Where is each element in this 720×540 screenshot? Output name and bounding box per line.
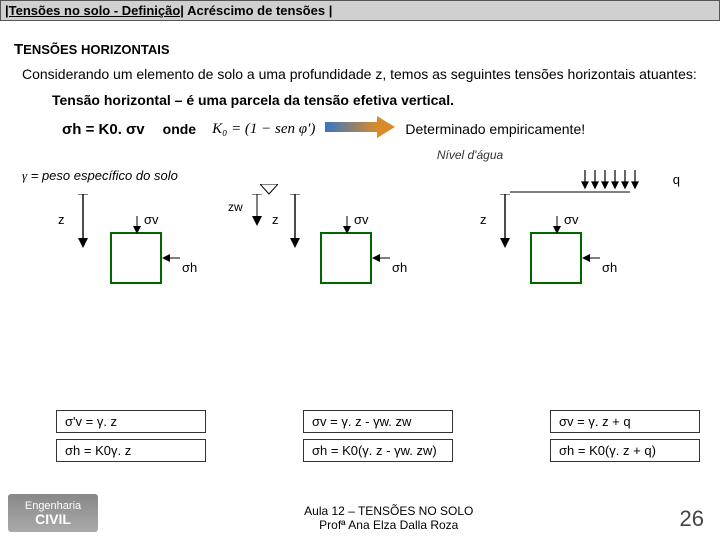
sv-label-1: σv bbox=[144, 212, 159, 227]
sv-arrow-1 bbox=[131, 216, 143, 234]
intro-text: Considerando um elemento de solo a uma p… bbox=[22, 66, 702, 82]
eq-c1r1: σ'v = γ. z bbox=[56, 410, 206, 433]
logo-text: Engenharia CIVIL bbox=[25, 501, 81, 526]
eq-col-2: σv = γ. z - γw. zw σh = K0(γ. z - γw. zw… bbox=[303, 410, 453, 462]
sh-label-2: σh bbox=[392, 260, 407, 275]
q-arrows-icon bbox=[580, 170, 660, 192]
zw-arrow bbox=[250, 194, 264, 226]
water-triangle-icon bbox=[260, 184, 278, 196]
eq-c3r1: σv = γ. z + q bbox=[550, 410, 700, 433]
section-title-rest: ENSÕES HORIZONTAIS bbox=[23, 42, 169, 57]
nivel-label: Nível d'água bbox=[220, 148, 720, 162]
q-label: q bbox=[673, 172, 680, 187]
sv-arrow-2 bbox=[341, 216, 353, 234]
footer: Engenharia CIVIL Aula 12 – TENSÕES NO SO… bbox=[0, 494, 720, 536]
sv-label-3: σv bbox=[564, 212, 579, 227]
section-title-cap: T bbox=[14, 41, 23, 58]
soil-box-3 bbox=[530, 232, 582, 284]
eq-c2r1: σv = γ. z - γw. zw bbox=[303, 410, 453, 433]
formula-main: σh = K0. σv bbox=[62, 121, 145, 138]
logo-line2: CIVIL bbox=[25, 512, 81, 526]
eq-c3r2: σh = K0(γ. z + q) bbox=[550, 439, 700, 462]
page-number: 26 bbox=[680, 506, 704, 532]
soil-box-1 bbox=[110, 232, 162, 284]
soil-box-2 bbox=[320, 232, 372, 284]
z-label-2: z bbox=[272, 212, 279, 227]
footer-line2: Profª Ana Elza Dalla Roza bbox=[98, 518, 680, 532]
logo: Engenharia CIVIL bbox=[8, 494, 98, 532]
onde-label: onde bbox=[163, 121, 196, 137]
eq-c2r2: σh = K0(γ. z - γw. zw) bbox=[303, 439, 453, 462]
determinado-text: Determinado empiricamente! bbox=[405, 121, 585, 137]
sh-arrow-2 bbox=[372, 252, 390, 264]
diagrams-area: q z σv σh zw z σv σh z σv σh bbox=[0, 188, 720, 348]
header-bar: |Tensões no solo - Definição| Acréscimo … bbox=[0, 0, 720, 21]
sv-label-2: σv bbox=[354, 212, 369, 227]
eq-c1r2: σh = K0γ. z bbox=[56, 439, 206, 462]
sh-label-1: σh bbox=[182, 260, 197, 275]
header-underline: |Tensões no solo - Definição| bbox=[5, 3, 184, 18]
z-arrow-1 bbox=[76, 194, 90, 248]
eq-col-3: σv = γ. z + q σh = K0(γ. z + q) bbox=[550, 410, 700, 462]
equations-table: σ'v = γ. z σh = K0γ. z σv = γ. z - γw. z… bbox=[56, 410, 700, 462]
eq-col-1: σ'v = γ. z σh = K0γ. z bbox=[56, 410, 206, 462]
sv-arrow-3 bbox=[551, 216, 563, 234]
tensao-def: Tensão horizontal – é uma parcela da ten… bbox=[52, 92, 720, 108]
section-title: TENSÕES HORIZONTAIS bbox=[14, 41, 720, 58]
header-rest: Acréscimo de tensões | bbox=[184, 3, 332, 18]
formula-row: σh = K0. σv onde K₀ = (1 − sen φ′) Deter… bbox=[62, 116, 720, 142]
z-arrow-3 bbox=[498, 194, 512, 248]
k0-expression: K₀ = (1 − sen φ′) bbox=[212, 121, 315, 138]
logo-line1: Engenharia bbox=[25, 501, 81, 512]
gradient-arrow-icon bbox=[325, 116, 395, 142]
footer-line1: Aula 12 – TENSÕES NO SOLO bbox=[98, 504, 680, 518]
sh-label-3: σh bbox=[602, 260, 617, 275]
sh-arrow-1 bbox=[162, 252, 180, 264]
zw-label: zw bbox=[228, 200, 243, 214]
sh-arrow-3 bbox=[582, 252, 600, 264]
z-label-1: z bbox=[58, 212, 65, 227]
surface-line-3 bbox=[510, 190, 630, 194]
footer-center: Aula 12 – TENSÕES NO SOLO Profª Ana Elza… bbox=[98, 504, 680, 532]
z-label-3: z bbox=[480, 212, 487, 227]
z-arrow-2 bbox=[288, 194, 302, 248]
